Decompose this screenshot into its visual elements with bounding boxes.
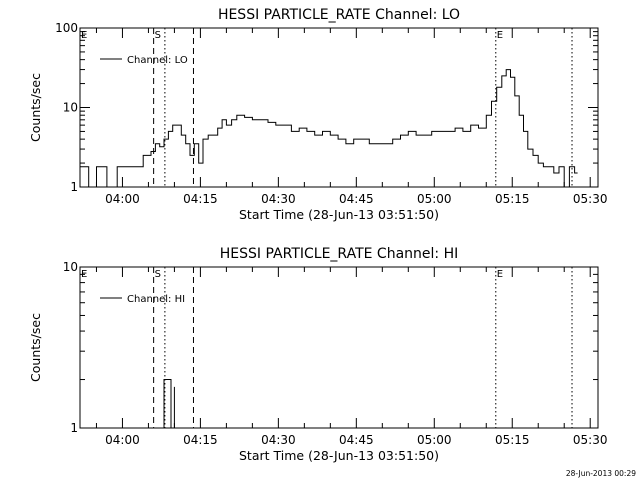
x-tick-label: 04:15 (183, 192, 218, 206)
y-tick-label: 100 (55, 21, 78, 35)
event-marker-label: E (497, 269, 503, 280)
x-tick-label: 04:00 (105, 433, 140, 447)
x-tick-label: 04:30 (261, 433, 296, 447)
lo-channel-panel: 1 10 100 04:00 04:15 04:30 04:45 05:00 05:15 05:3… (28, 7, 608, 222)
x-tick-label: 05:30 (573, 433, 608, 447)
event-marker-label: S (155, 30, 161, 41)
legend-entry: Channel: HI (127, 294, 185, 305)
event-marker-label: E (497, 30, 503, 41)
x-axis-label: Start Time (28-Jun-13 03:51:50) (239, 207, 439, 222)
y-axis-label: Counts/sec (28, 73, 43, 142)
event-marker-label: E (81, 269, 87, 280)
y-tick-label: 1 (70, 180, 78, 194)
x-tick-label: 04:45 (339, 433, 374, 447)
timestamp: 28-Jun-2013 00:29 (566, 469, 636, 478)
plot-frame (79, 266, 599, 429)
plot-frame (79, 27, 599, 188)
y-tick-label: 10 (63, 101, 78, 115)
x-tick-label: 05:30 (573, 192, 608, 206)
x-tick-label: 05:15 (495, 433, 530, 447)
x-tick-label: 04:15 (183, 433, 218, 447)
y-axis-label: Counts/sec (28, 313, 43, 382)
y-tick-label: 1 (70, 421, 78, 435)
event-marker-label: S (155, 269, 161, 280)
legend-entry: Channel: LO (127, 55, 188, 66)
series-line (80, 69, 578, 188)
hi-channel-panel: 1 10 04:00 04:15 04:30 04:45 05:00 05:15 05:30 HE… (28, 246, 608, 463)
x-axis-label: Start Time (28-Jun-13 03:51:50) (239, 448, 439, 463)
chart-title: HESSI PARTICLE_RATE Channel: HI (220, 246, 458, 262)
x-tick-label: 04:00 (105, 192, 140, 206)
y-tick-label: 10 (63, 260, 78, 274)
event-marker-label: E (81, 30, 87, 41)
chart-title: HESSI PARTICLE_RATE Channel: LO (218, 7, 460, 23)
series-line (163, 379, 178, 429)
x-tick-label: 05:00 (417, 192, 452, 206)
x-tick-label: 04:30 (261, 192, 296, 206)
x-tick-label: 05:00 (417, 433, 452, 447)
x-tick-label: 05:15 (495, 192, 530, 206)
x-tick-label: 04:45 (339, 192, 374, 206)
